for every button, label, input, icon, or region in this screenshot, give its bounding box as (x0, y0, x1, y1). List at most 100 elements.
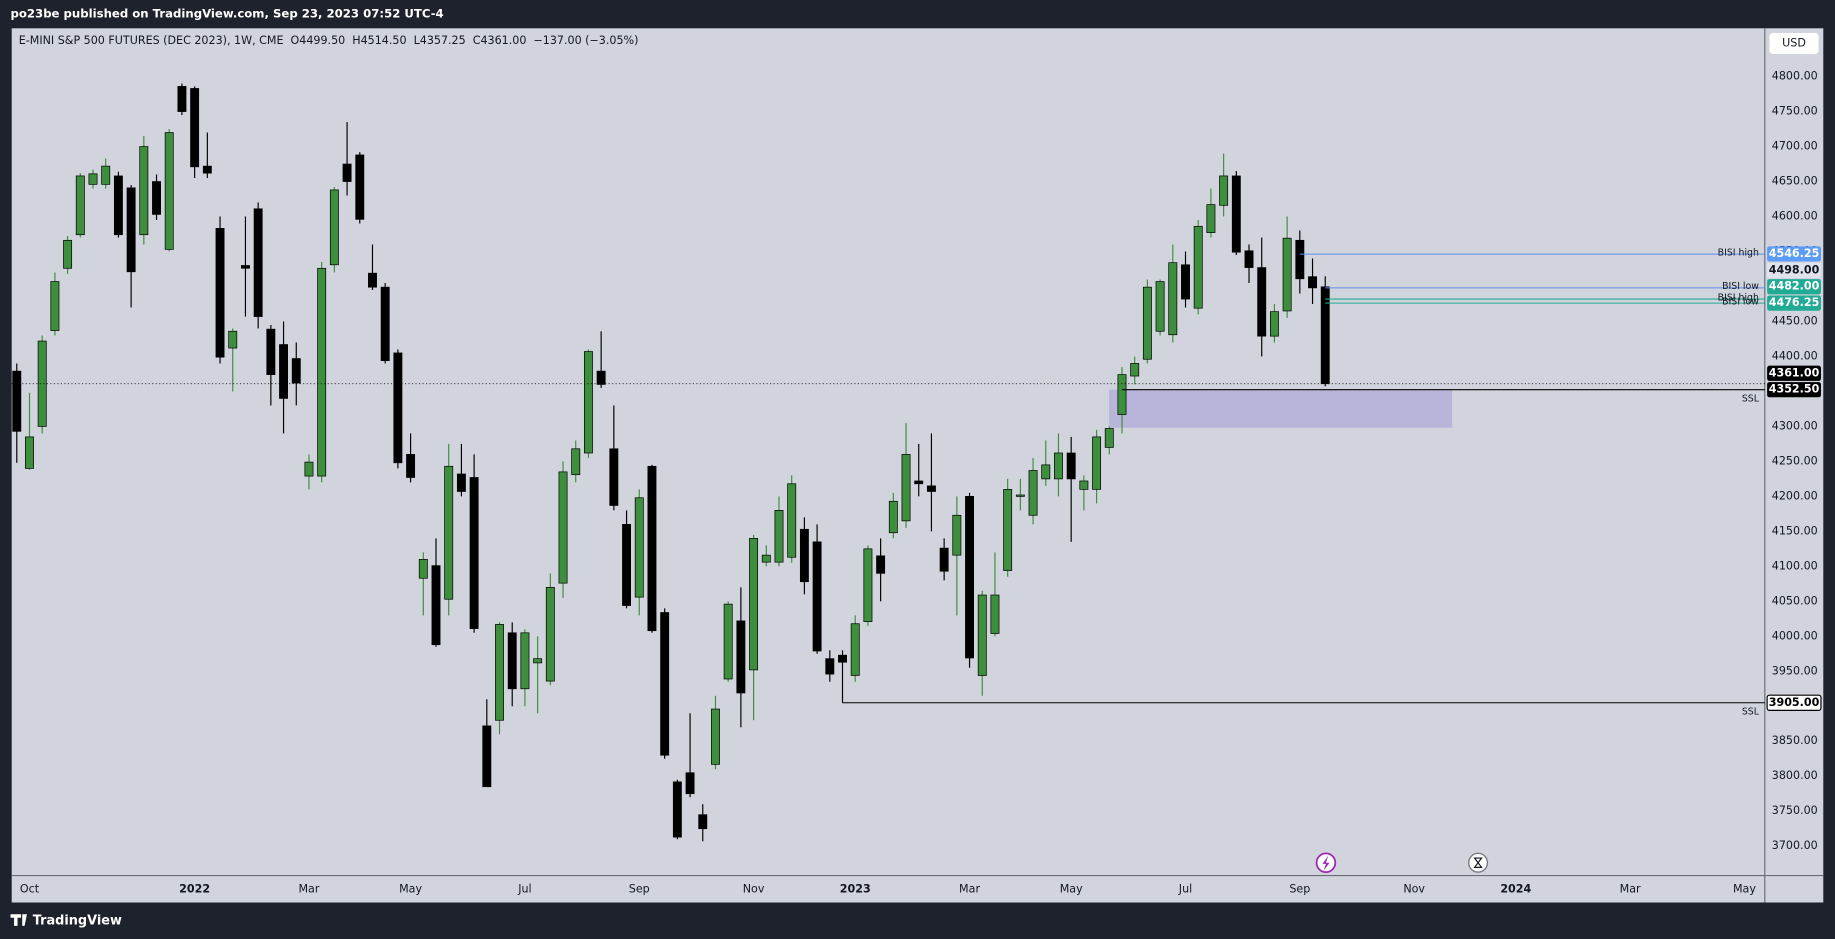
candle-body (1168, 262, 1178, 336)
candle-body (342, 163, 352, 182)
candle-body (1295, 239, 1305, 280)
candle-body (177, 86, 187, 112)
candle-body (202, 165, 212, 174)
candle-body (660, 612, 670, 756)
price-tag-label: 4352.50 (1769, 383, 1820, 396)
y-tick-label: 3750.00 (1772, 804, 1818, 817)
y-tick-label: 4700.00 (1772, 140, 1818, 153)
candle-body (1320, 286, 1330, 385)
y-tick-label: 4050.00 (1772, 594, 1818, 607)
candle-body (647, 465, 657, 632)
ohlc-close: C4361.00 (473, 34, 527, 47)
candle-body (431, 565, 441, 646)
x-tick-label: Sep (629, 883, 650, 896)
candle-body (711, 708, 720, 765)
candle-body (1155, 281, 1165, 332)
candle-body (1117, 374, 1127, 415)
ohlc-open: O4499.50 (291, 34, 346, 47)
x-tick-label: Jul (517, 883, 531, 896)
candle-body (164, 132, 174, 250)
candle-body (228, 330, 238, 349)
candle-body (240, 265, 250, 269)
candle-body (444, 465, 454, 600)
candle-body (1193, 225, 1203, 309)
symbol: E-MINI S&P 500 FUTURES (DEC 2023), 1W, C… (19, 34, 284, 47)
candle-body (838, 654, 847, 663)
candle-body (558, 471, 568, 584)
logo (10, 914, 27, 926)
x-tick-label: Mar (298, 883, 319, 896)
candle-body (571, 448, 581, 476)
candle-body (545, 586, 555, 682)
y-tick-label: 4600.00 (1772, 210, 1818, 223)
candle-body (482, 725, 492, 788)
price-tag-label: 4482.00 (1769, 280, 1820, 293)
candle-body (1244, 250, 1254, 268)
candle-body (1015, 494, 1025, 497)
candle-body (75, 175, 85, 236)
candle-body (723, 603, 733, 680)
y-tick-label: 4800.00 (1772, 70, 1818, 83)
level-label: SSL (1742, 394, 1760, 405)
candle-body (1257, 267, 1267, 337)
x-tick-label: Mar (1620, 883, 1641, 896)
candle-body (1028, 470, 1038, 516)
y-tick-label: 4150.00 (1772, 524, 1818, 537)
candle-body (736, 620, 746, 694)
price-tag (1767, 382, 1821, 398)
brand: TradingView (33, 914, 122, 929)
candle-body (1308, 276, 1317, 289)
candle-body (533, 658, 543, 664)
session-icon-glyph (1473, 857, 1483, 868)
candle-body (304, 461, 314, 477)
candle-body (825, 658, 835, 675)
candle-body (456, 473, 466, 492)
candle-body (977, 594, 987, 676)
ohlc-high: H4514.50 (352, 34, 406, 47)
candle-body (990, 594, 1000, 634)
candle-body (1079, 480, 1089, 490)
candle-body (609, 448, 619, 506)
candle-body (393, 352, 403, 464)
price-tag-label: 3905.00 (1769, 696, 1820, 709)
candle-body (1269, 311, 1279, 337)
y-tick-label: 4200.00 (1772, 489, 1818, 502)
change: −137.00 (−3.05%) (533, 34, 638, 47)
y-tick-label: 4000.00 (1772, 629, 1818, 642)
y-tick-label: 4300.00 (1772, 419, 1818, 432)
candle-body (1219, 175, 1229, 206)
candle-body (850, 623, 860, 676)
price-tag-label: 4476.25 (1769, 296, 1820, 309)
price-tag (1767, 295, 1821, 311)
y-tick-label: 3700.00 (1772, 839, 1818, 852)
candle-body (1181, 264, 1190, 300)
candle-body (126, 187, 136, 273)
currency-button[interactable] (1769, 32, 1819, 55)
price-tag-label: 4546.25 (1769, 247, 1820, 260)
candle-body (698, 814, 708, 830)
candle-body (152, 181, 161, 215)
candle-body (469, 477, 479, 629)
price-tag (1766, 694, 1822, 711)
candle-body (863, 548, 873, 622)
price-tag (1767, 279, 1821, 295)
currency[interactable]: USD (1782, 37, 1806, 50)
candle-body (520, 632, 530, 690)
candle-body (380, 286, 390, 361)
candle-body (914, 480, 924, 485)
x-tick-label: 2022 (179, 883, 210, 896)
candle-body (596, 370, 606, 385)
candle-body (37, 340, 47, 427)
candle-body (368, 272, 377, 288)
candle-body (1054, 452, 1063, 480)
y-tick-label: 3850.00 (1772, 734, 1818, 747)
candle-body (406, 454, 416, 478)
candle-body (761, 554, 771, 563)
candle-body (418, 558, 428, 579)
price-tag (1767, 246, 1821, 262)
candle-body (190, 88, 200, 168)
price-tag (1767, 365, 1821, 381)
publish-title: po23be published on TradingView.com, Sep… (11, 7, 444, 21)
candle-body (952, 514, 962, 556)
